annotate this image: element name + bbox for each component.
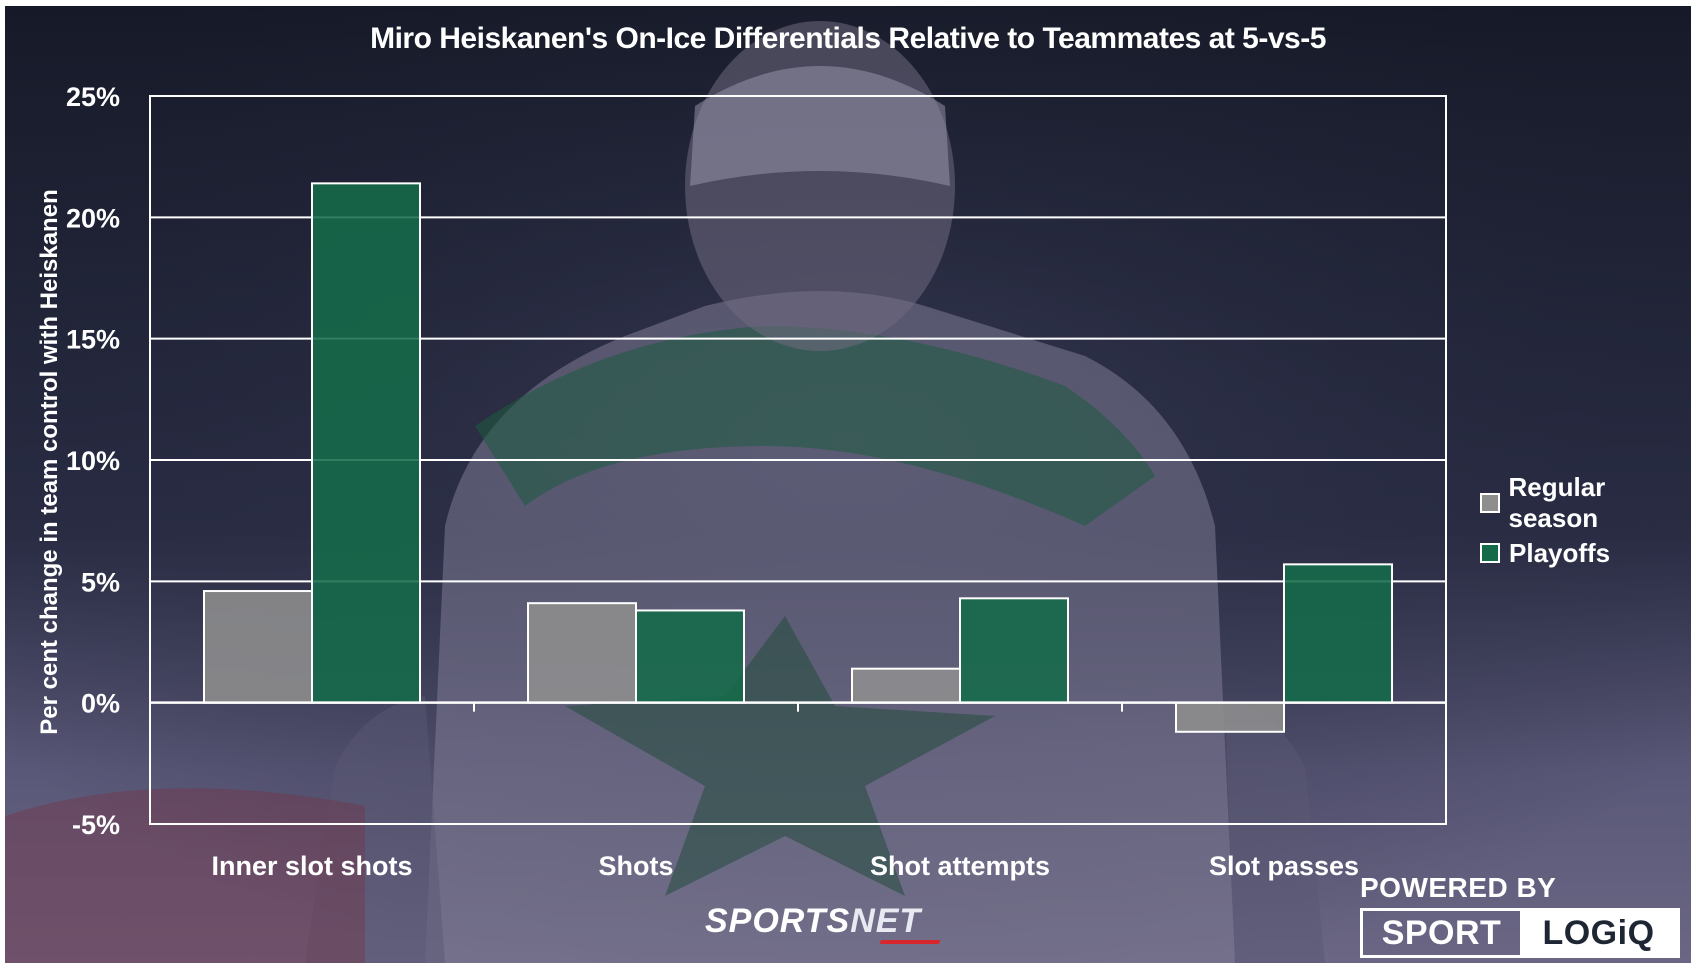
x-tick-labels: Inner slot shots Shots Shot attempts Slot p… (211, 851, 1359, 881)
bar-regular-season (851, 667, 961, 704)
bar-regular-season (1175, 701, 1285, 733)
legend-label-playoffs: Playoffs (1509, 537, 1611, 568)
bar-regular-season (203, 590, 313, 704)
legend-label-regular-season: Regular season (1508, 472, 1606, 533)
sportlogiq-logo: POWERED BY SPORT LOGiQ (1360, 872, 1680, 958)
legend: Regular season Playoffs (1480, 472, 1696, 578)
x-tick-label: Inner slot shots (211, 851, 412, 881)
bar-playoffs (311, 182, 421, 704)
axes (149, 95, 1447, 825)
bar-regular-season (527, 602, 637, 704)
sportsnet-swoosh (879, 940, 941, 944)
y-tick-label: 0% (81, 689, 120, 719)
bar-playoffs (1283, 563, 1393, 704)
y-tick-label: 20% (66, 203, 120, 233)
sportsnet-logo-sports: SPORTS (705, 902, 851, 940)
bar-playoffs (635, 609, 745, 704)
legend-swatch-regular-season (1480, 493, 1500, 513)
y-tick-label: 5% (81, 567, 120, 597)
y-tick-label: -5% (72, 810, 120, 840)
x-tick-label: Shot attempts (870, 851, 1050, 881)
legend-swatch-playoffs (1480, 543, 1500, 563)
plot-border (149, 95, 1447, 825)
powered-by-label: POWERED BY (1360, 872, 1557, 903)
x-tick-label: Slot passes (1209, 851, 1359, 881)
sportsnet-logo: SPORTSNET (705, 902, 921, 941)
y-tick-labels: -5% 0% 5% 10% 15% 20% 25% (66, 82, 120, 840)
legend-item-regular-season: Regular season (1480, 472, 1696, 533)
chart-title: Miro Heiskanen's On-Ice Differentials Re… (370, 22, 1326, 55)
y-tick-label: 10% (66, 446, 120, 476)
sportlogiq-sport: SPORT (1381, 913, 1502, 952)
bars (203, 182, 1393, 733)
y-tick-label: 15% (66, 325, 120, 355)
sportsnet-logo-net: NET (850, 902, 922, 940)
bar-playoffs (959, 597, 1069, 704)
sportlogiq-logiq: LOGiQ (1520, 911, 1677, 955)
y-tick-label: 25% (66, 82, 120, 112)
x-tick-label: Shots (598, 851, 673, 881)
sportlogiq-wordmark: SPORT LOGiQ (1360, 908, 1680, 958)
y-axis-label: Per cent change in team control with Hei… (36, 189, 63, 735)
legend-item-playoffs: Playoffs (1480, 528, 1696, 578)
